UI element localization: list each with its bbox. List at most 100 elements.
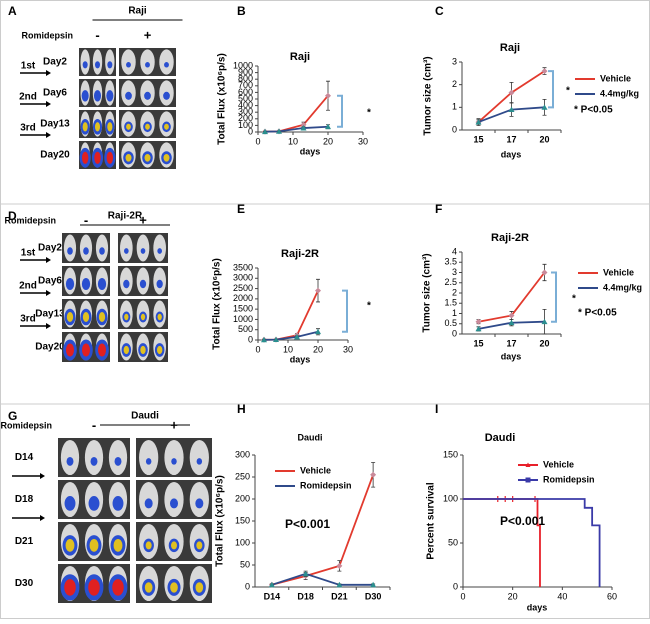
y-tick-label: 3.5	[444, 257, 457, 267]
x-axis-label: days	[527, 602, 548, 612]
group-label: +	[144, 27, 152, 42]
legend-label: 4.4mg/kg	[603, 282, 642, 292]
signal-core	[124, 346, 129, 354]
treatment-label: Romidepsin	[4, 215, 56, 225]
mouse	[190, 440, 209, 475]
signal-core	[124, 314, 128, 320]
x-tick-label: 0	[255, 136, 260, 146]
y-tick-label: 100	[443, 493, 458, 503]
x-axis-label: days	[290, 354, 311, 364]
signal-core	[141, 314, 145, 320]
signal	[145, 498, 153, 508]
signal	[99, 247, 105, 255]
dose-label: 3rd	[20, 314, 36, 325]
annotation: * P<0.05	[578, 308, 617, 319]
signal	[164, 62, 169, 68]
signal-core	[140, 346, 145, 354]
signal	[123, 280, 129, 288]
y-tick-label: 150	[443, 449, 458, 459]
y-tick-label: 200	[235, 493, 250, 503]
signal-core	[112, 579, 124, 596]
signal-core	[64, 579, 76, 596]
signal	[126, 62, 131, 68]
marker	[526, 478, 531, 483]
panel-letter: H	[237, 402, 246, 416]
y-tick-label: 3500	[233, 262, 253, 272]
y-tick-label: 1000	[233, 314, 253, 324]
signal	[107, 61, 112, 68]
x-tick-label: 20	[539, 134, 549, 144]
signal-core	[146, 541, 152, 549]
signal	[171, 458, 177, 465]
mouse	[139, 440, 158, 475]
row-label: Day2	[38, 243, 62, 254]
annotation: *	[566, 86, 570, 97]
signal	[82, 90, 89, 101]
row-label: D30	[15, 578, 34, 589]
chart-title: Raji-2R	[281, 248, 319, 260]
row-label: D21	[15, 536, 34, 547]
y-tick-label: 3	[452, 267, 457, 277]
x-tick-label: 15	[473, 134, 483, 144]
signal-core	[126, 124, 131, 130]
x-tick-label: 20	[508, 591, 518, 601]
signal	[115, 457, 122, 466]
y-tick-label: 0	[248, 334, 253, 344]
signal-core	[196, 541, 202, 549]
panel-letter: C	[435, 4, 444, 18]
y-tick-label: 0	[453, 581, 458, 591]
group-label: -	[95, 27, 99, 42]
panel-letter: A	[8, 4, 17, 18]
signal-core	[145, 124, 150, 130]
legend-label: Vehicle	[603, 267, 634, 277]
panel-title: Daudi	[131, 411, 159, 422]
signal-core	[158, 314, 162, 320]
row-label: Day6	[38, 276, 62, 287]
signal-core	[82, 152, 88, 164]
x-axis-label: days	[501, 351, 522, 361]
signal	[146, 458, 152, 465]
chart-title: Daudi	[485, 432, 516, 444]
panel-letter: E	[237, 202, 245, 216]
panel-title: Raji-2R	[108, 211, 143, 222]
legend-label: Vehicle	[543, 459, 574, 469]
legend-label: 4.4mg/kg	[600, 88, 639, 98]
y-tick-label: 1.5	[444, 298, 457, 308]
annotation: P<0.001	[500, 514, 545, 528]
chart-title: Daudi	[297, 432, 322, 442]
signal	[91, 457, 98, 466]
x-axis-label: days	[300, 146, 321, 156]
signal-core	[88, 579, 100, 596]
signal-core	[171, 541, 177, 549]
panel-letter: B	[237, 4, 246, 18]
annotation: *	[572, 294, 576, 305]
mouse	[120, 235, 133, 262]
x-tick-label: 40	[557, 591, 567, 601]
signal	[83, 61, 88, 68]
signal	[163, 92, 170, 100]
signal	[140, 280, 146, 288]
signal-core	[107, 122, 112, 131]
x-tick-label: 20	[313, 344, 323, 354]
mouse	[137, 235, 150, 262]
x-tick-label: 0	[460, 591, 465, 601]
signal	[67, 247, 73, 255]
y-tick-label: 1	[452, 102, 457, 112]
y-axis-label: Total Flux (x10⁶p/s)	[215, 475, 226, 567]
dose-label: 2nd	[19, 92, 37, 103]
mouse	[159, 49, 173, 74]
row-label: Day20	[35, 342, 65, 353]
group-label: -	[92, 417, 96, 432]
group-label: +	[170, 417, 178, 432]
signal	[89, 496, 100, 511]
y-tick-label: 50	[240, 559, 250, 569]
row-label: Day20	[40, 150, 70, 161]
y-axis-label: Tumor size (cm³)	[422, 253, 433, 332]
y-tick-label: 50	[448, 537, 458, 547]
y-tick-label: 3000	[233, 273, 253, 283]
signal-core	[195, 582, 203, 592]
dose-label: 1st	[21, 61, 36, 72]
signal-core	[66, 344, 74, 357]
chart-title: Raji	[500, 42, 520, 54]
